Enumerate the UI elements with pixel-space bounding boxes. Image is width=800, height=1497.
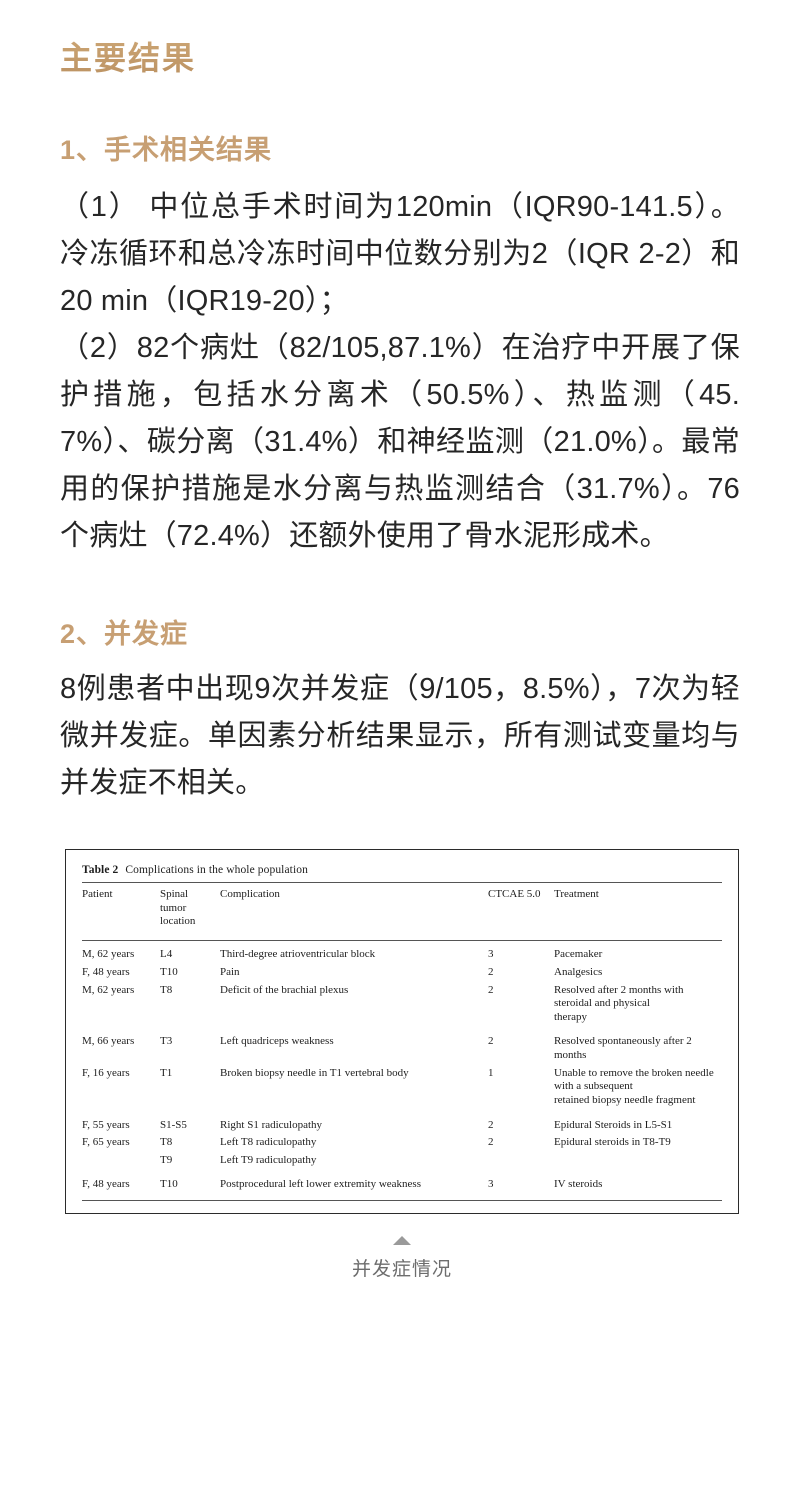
cell-patient: M, 66 years [82,1035,135,1048]
table-row: T9 Left T9 radiculopathy [82,1152,722,1170]
cell-ctcae: 2 [488,1118,494,1131]
cell-patient: F, 48 years [82,1178,130,1191]
page-title: 主要结果 [60,0,740,80]
cell-treatment: Epidural Steroids in L5-S1 [554,1118,673,1131]
cell-location: T10 [160,1178,178,1191]
table-row: F, 48 years T10 Pain 2 Analgesics [82,964,722,982]
cell-patient: F, 65 years [82,1136,130,1149]
section-heading-complications: 2、并发症 [60,618,189,649]
cell-location: T1 [160,1066,173,1079]
cell-patient: M, 62 years [82,983,135,996]
cell-patient [82,1152,160,1170]
cell-ctcae: 2 [488,1035,494,1048]
cell-treatment: Resolved spontaneously after 2 months [554,1035,692,1062]
cell-treatment: Unable to remove the broken needle with … [554,1066,714,1106]
figure-caption-text: 并发症情况 [351,1259,452,1281]
figure-caption-block: 并发症情况 [65,1236,739,1284]
section-heading-surgical-results: 1、手术相关结果 [60,134,273,165]
cell-treatment: Epidural steroids in T8-T9 [554,1136,671,1149]
table-header: Patient Spinal tumor location Complicati… [82,882,722,942]
cell-location: T9 [160,1153,173,1166]
paragraph-complications: 8例患者中出现9次并发症（9/105，8.5%），7次为轻微并发症。单因素分析结… [60,673,740,800]
cell-complication: Left quadriceps weakness [220,1035,334,1048]
column-header-ctcae: CTCAE 5.0 [488,882,554,942]
cell-location: T8 [160,983,173,996]
cell-treatment: Pacemaker [554,948,603,961]
table-row: F, 55 years S1-S5 Right S1 radiculopathy 2 E… [82,1110,722,1135]
column-header-complication: Complication [220,882,488,942]
cell-complication: Third-degree atrioventricular block [220,948,376,961]
caret-up-icon [393,1236,411,1246]
cell-ctcae: 2 [488,1136,494,1149]
table-title: Complications in the whole population [125,864,308,877]
column-header-patient: Patient [82,882,160,942]
cell-complication: Postprocedural left lower extremity weak… [220,1178,421,1191]
cell-ctcae: 3 [488,1178,494,1191]
table-caption: Table 2 Complications in the whole popula… [82,864,722,882]
cell-complication: Right S1 radiculopathy [220,1118,323,1131]
table-row: M, 62 years T8 Deficit of the brachial ple… [82,982,722,1027]
cell-ctcae: 1 [488,1066,494,1079]
table-bottom-rule [82,1200,722,1202]
cell-patient: F, 55 years [82,1118,130,1131]
table-figure-frame: Table 2 Complications in the whole popula… [65,849,739,1215]
cell-ctcae: 2 [488,965,494,978]
table-row: M, 66 years T3 Left quadriceps weakness 2 Re… [82,1026,722,1064]
complications-table: Patient Spinal tumor location Complicati… [82,882,722,1198]
table-row: F, 65 years T8 Left T8 radiculopathy 2 Epidu… [82,1134,722,1152]
cell-ctcae: 2 [488,983,494,996]
cell-complication: Left T8 radiculopathy [220,1136,317,1149]
cell-patient: M, 62 years [82,948,135,961]
table-label: Table 2 [82,864,119,877]
table-figure: Table 2 Complications in the whole popula… [65,849,739,1284]
cell-complication: Deficit of the brachial plexus [220,983,349,996]
cell-complication: Pain [220,965,240,978]
cell-ctcae [488,1152,554,1170]
cell-location: T3 [160,1035,173,1048]
cell-treatment-continuation: therapy [554,1010,587,1023]
column-header-treatment: Treatment [554,882,722,942]
cell-location: L4 [160,948,173,961]
cell-complication: Left T9 radiculopathy [220,1153,317,1166]
cell-treatment: Analgesics [554,965,603,978]
table-row: F, 48 years T10 Postprocedural left lower … [82,1169,722,1198]
table-header-row: Patient Spinal tumor location Complicati… [82,882,722,942]
cell-location: T8 [160,1136,173,1149]
cell-treatment: Resolved after 2 months with steroidal a… [554,983,684,1023]
column-header-location: Spinal tumor location [160,882,220,942]
section-spacer [60,560,740,616]
cell-treatment: IV steroids [554,1178,603,1191]
table-row: F, 16 years T1 Broken biopsy needle in T1 … [82,1065,722,1110]
paragraph-surgical-result-1: （1） 中位总手术时间为120min（IQR90-141.5）。冷冻循环和总冷冻… [60,191,740,317]
cell-complication: Broken biopsy needle in T1 vertebral bod… [220,1066,409,1079]
paragraph-surgical-result-2: （2）82个病灶（82/105,87.1%）在治疗中开展了保护措施，包括水分离术… [60,331,740,552]
cell-treatment [554,1152,722,1170]
table-body: M, 62 years L4 Third-degree atrioventricul… [82,941,722,1198]
cell-treatment-continuation: retained biopsy needle fragment [554,1093,696,1106]
cell-location: T10 [160,965,178,978]
cell-location: S1-S5 [160,1118,187,1131]
cell-ctcae: 3 [488,948,494,961]
table-row: M, 62 years L4 Third-degree atrioventricul… [82,941,722,964]
cell-patient: F, 16 years [82,1066,130,1079]
cell-patient: F, 48 years [82,965,130,978]
